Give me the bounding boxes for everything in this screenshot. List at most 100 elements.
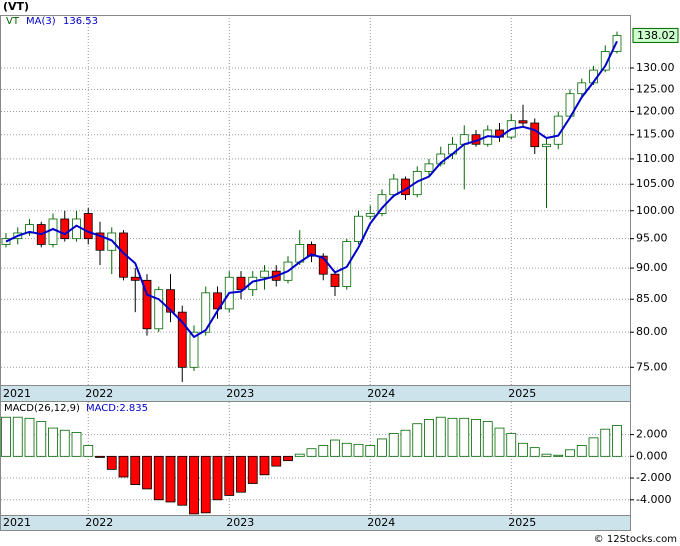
- ma-label: MA(3): [26, 16, 56, 27]
- macd-bar: [306, 448, 317, 457]
- macd-bar: [576, 445, 587, 457]
- macd-bar: [59, 429, 70, 457]
- candle-body: [213, 292, 222, 310]
- macd-bar: [48, 427, 58, 457]
- macd-bar: [177, 455, 188, 506]
- candle-body: [307, 244, 316, 257]
- macd-bar: [271, 455, 282, 467]
- macd-bar: [283, 455, 293, 462]
- macd-bar: [541, 453, 552, 457]
- macd-bar: [165, 455, 176, 503]
- macd-bar: [612, 425, 622, 457]
- macd-bar: [236, 455, 246, 493]
- candle-body: [424, 163, 434, 172]
- candle-body: [260, 270, 269, 278]
- candle-body: [330, 273, 340, 287]
- macd-bar: [200, 455, 211, 514]
- x-tick-label: 2022: [85, 387, 113, 400]
- macd-bar: [12, 416, 23, 457]
- macd-bar: [153, 455, 164, 501]
- y-tick-label: 120.00: [636, 105, 675, 118]
- x-tick-label: 2021: [3, 516, 31, 529]
- macd-bar: [600, 428, 611, 457]
- x-tick-label: 2025: [508, 387, 536, 400]
- x-tick-label: 2024: [367, 516, 395, 529]
- macd-bar: [189, 455, 199, 515]
- x-tick-label: 2021: [3, 387, 31, 400]
- macd-bar: [294, 453, 305, 457]
- candle-body: [365, 213, 375, 217]
- ma-line: [5, 40, 618, 339]
- candle-body: [83, 213, 93, 240]
- macd-bar: [400, 429, 411, 457]
- macd-bar: [553, 454, 564, 457]
- candle-body: [600, 51, 610, 71]
- candle-body: [542, 143, 551, 148]
- ma-value: 136.53: [63, 16, 98, 27]
- candle-body: [60, 218, 70, 240]
- y-tick-label: -2.000: [636, 471, 671, 484]
- candle-body: [248, 276, 258, 291]
- macd-bar: [412, 423, 423, 457]
- candle-body: [318, 255, 328, 275]
- macd-bar: [565, 449, 575, 457]
- macd-bar: [106, 455, 117, 470]
- candle-body: [201, 292, 211, 333]
- macd-bar: [518, 442, 528, 457]
- candle-body: [48, 218, 58, 245]
- candle-body: [530, 122, 540, 148]
- macd-bar: [130, 455, 141, 485]
- last-price: 138.02: [637, 29, 676, 42]
- macd-bar: [83, 445, 94, 457]
- macd-bar: [588, 437, 599, 457]
- macd-bar: [447, 417, 458, 457]
- y-tick-label: 2.000: [636, 428, 668, 441]
- y-tick-label: 115.00: [636, 128, 675, 141]
- symbol-label: VT: [6, 16, 20, 27]
- macd-bar: [435, 416, 446, 457]
- candle-body: [177, 311, 187, 368]
- macd-bar: [118, 455, 129, 478]
- macd-bar: [341, 442, 352, 457]
- macd-bar: [494, 427, 505, 457]
- y-tick-label: -4.000: [636, 493, 671, 506]
- candle-body: [1, 238, 11, 245]
- candle-body: [577, 82, 587, 95]
- y-tick-label: 80.00: [636, 325, 668, 338]
- macd-bar: [212, 455, 223, 501]
- macd-bar: [388, 433, 399, 457]
- y-tick-label: 0.000: [636, 449, 668, 462]
- chart-title: (VT): [3, 0, 29, 13]
- y-tick-label: 90.00: [636, 261, 668, 274]
- candle-body: [236, 276, 246, 291]
- candle-body: [189, 331, 199, 368]
- macd-bar: [330, 439, 340, 457]
- footer: © 12Stocks.com: [594, 534, 677, 545]
- y-tick-label: 75.00: [636, 360, 668, 373]
- macd-bar: [318, 445, 329, 457]
- candle-body: [119, 232, 128, 278]
- candle-body: [389, 178, 399, 196]
- x-tick-label: 2023: [226, 516, 254, 529]
- candle-body: [518, 120, 528, 124]
- macd-bar: [142, 455, 152, 490]
- macd-bar: [95, 455, 105, 458]
- macd-bar: [424, 418, 434, 457]
- macd-bar: [36, 421, 47, 457]
- macd-bar: [224, 455, 235, 496]
- macd-bar: [471, 418, 481, 457]
- y-tick-label: 105.00: [636, 177, 675, 190]
- y-tick-label: 95.00: [636, 232, 668, 245]
- candle-body: [154, 289, 164, 330]
- last-price-box: [632, 27, 679, 43]
- macd-value: MACD:2.835: [86, 403, 148, 414]
- candle-body: [130, 276, 140, 281]
- macd-bar: [365, 445, 376, 457]
- macd-bar: [482, 421, 493, 457]
- candle-body: [166, 289, 175, 313]
- macd-bar: [377, 438, 387, 457]
- macd-bar: [259, 455, 270, 476]
- candle-body: [95, 232, 105, 251]
- y-tick-label: 110.00: [636, 152, 675, 165]
